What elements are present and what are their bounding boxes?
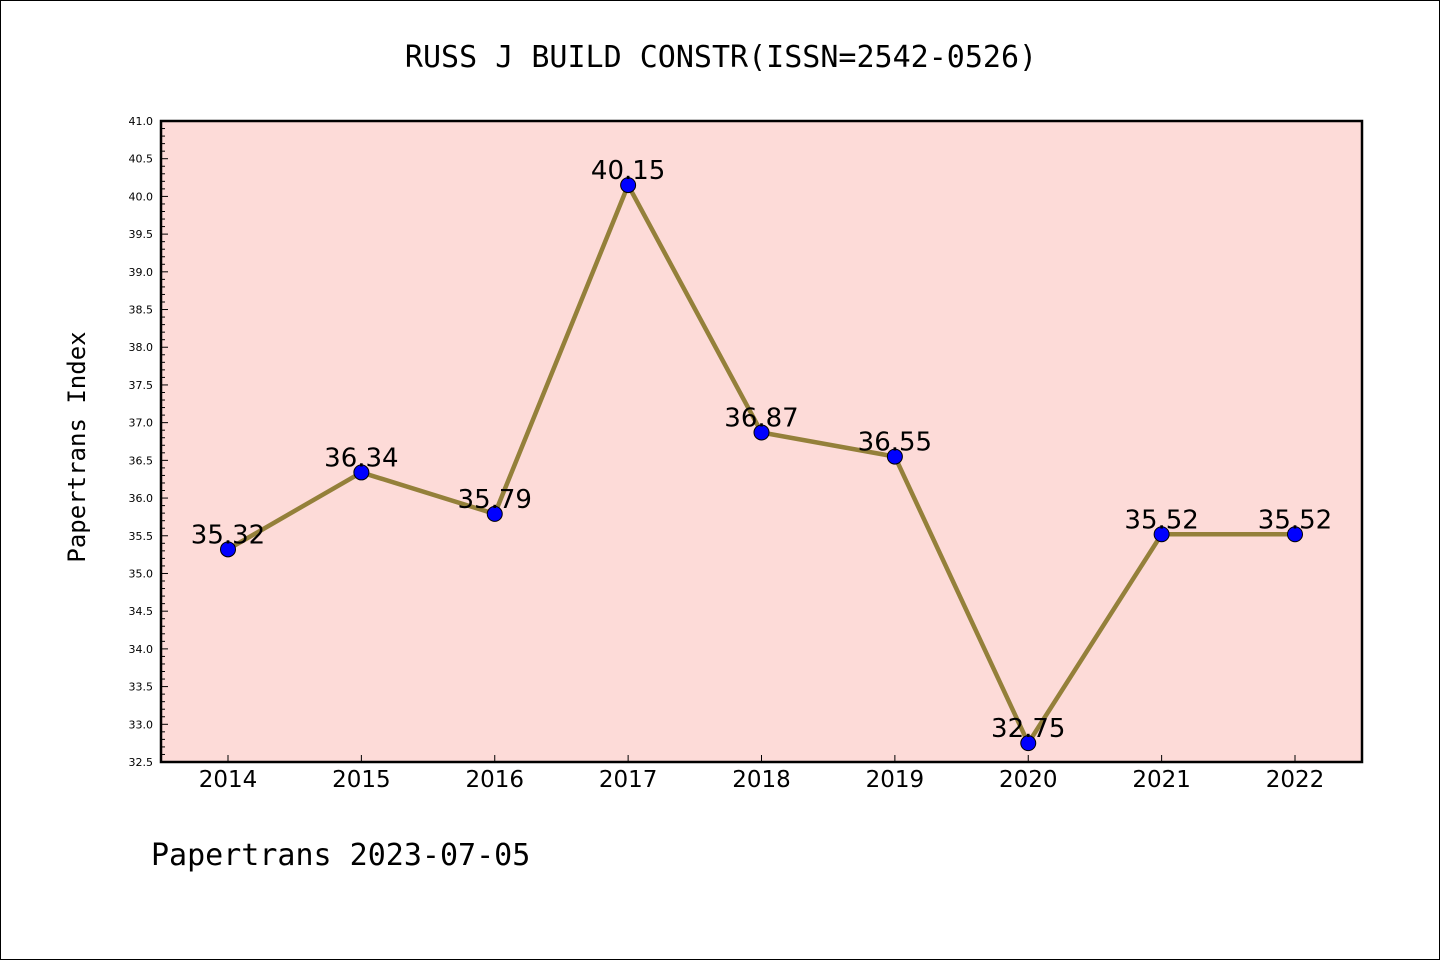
plot-border [159,119,1364,764]
data-label: 40.15 [591,156,665,186]
data-point-marker [620,177,637,194]
footer-text: Papertrans 2023-07-05 [151,838,530,873]
data-point-marker [486,505,503,522]
data-point-marker [753,424,770,441]
data-label: 35.52 [1124,505,1198,535]
x-tick-label: 2015 [332,767,391,793]
data-point-marker [1287,526,1303,543]
y-tick-label: 37.0 [129,417,154,430]
x-tick-label: 2018 [732,767,791,793]
data-label: 36.34 [324,443,398,473]
data-point-marker [886,448,903,465]
data-labels: 35.32 36.34 35.79 40.15 36.87 36.55 32.75 35.52… [191,156,1332,744]
y-tick-label: 33.5 [129,681,154,694]
x-tick-label: 2020 [999,767,1058,793]
y-tick-label: 40.5 [129,153,154,166]
x-tick-label: 2016 [465,767,524,793]
x-tick-label: 2021 [1132,767,1191,793]
x-tick-label: 2019 [866,767,925,793]
y-tick-label: 36.0 [129,492,154,505]
y-tick-label: 37.5 [129,379,154,392]
y-tick-label: 35.0 [129,567,154,580]
x-tick-label: 2014 [199,767,258,793]
chart-title: RUSS J BUILD CONSTR(ISSN=2542-0526) [405,40,1037,75]
data-point-marker [220,541,236,558]
data-label: 36.55 [858,428,932,458]
y-tick-label: 41.0 [129,115,154,128]
data-point-marker [353,464,370,481]
y-tick-label: 33.0 [129,718,154,731]
series-markers [220,177,1303,752]
y-tick-label: 38.5 [129,304,154,317]
y-tick-label: 40.0 [129,190,154,203]
data-label: 32.75 [991,714,1065,744]
x-tick-label: 2017 [599,767,658,793]
y-tick-label: 35.5 [129,530,154,543]
x-axis: 2014 2015 2016 2017 2018 2019 2020 2021 2022 [199,755,1325,793]
data-label: 35.79 [458,485,532,515]
data-label: 35.32 [191,520,265,550]
y-tick-label: 39.5 [129,228,154,241]
data-point-marker [1153,526,1170,543]
data-point-marker [1020,735,1037,752]
x-tick-label: 2022 [1266,767,1325,793]
plot-area [161,121,1362,762]
y-tick-label: 36.5 [129,454,154,467]
y-tick-label: 38.0 [129,341,154,354]
y-axis-label: Papertrans Index [63,331,91,562]
y-tick-label: 32.5 [129,756,154,769]
y-tick-label: 34.5 [129,605,154,618]
y-tick-label: 34.0 [129,643,154,656]
y-tick-label: 39.0 [129,266,154,279]
y-axis: 32.5 33.0 33.5 34.0 34.5 35.0 35.5 36.0 36.5 37.0… [129,115,168,769]
data-label: 35.52 [1258,505,1332,535]
data-label: 36.87 [724,403,798,433]
